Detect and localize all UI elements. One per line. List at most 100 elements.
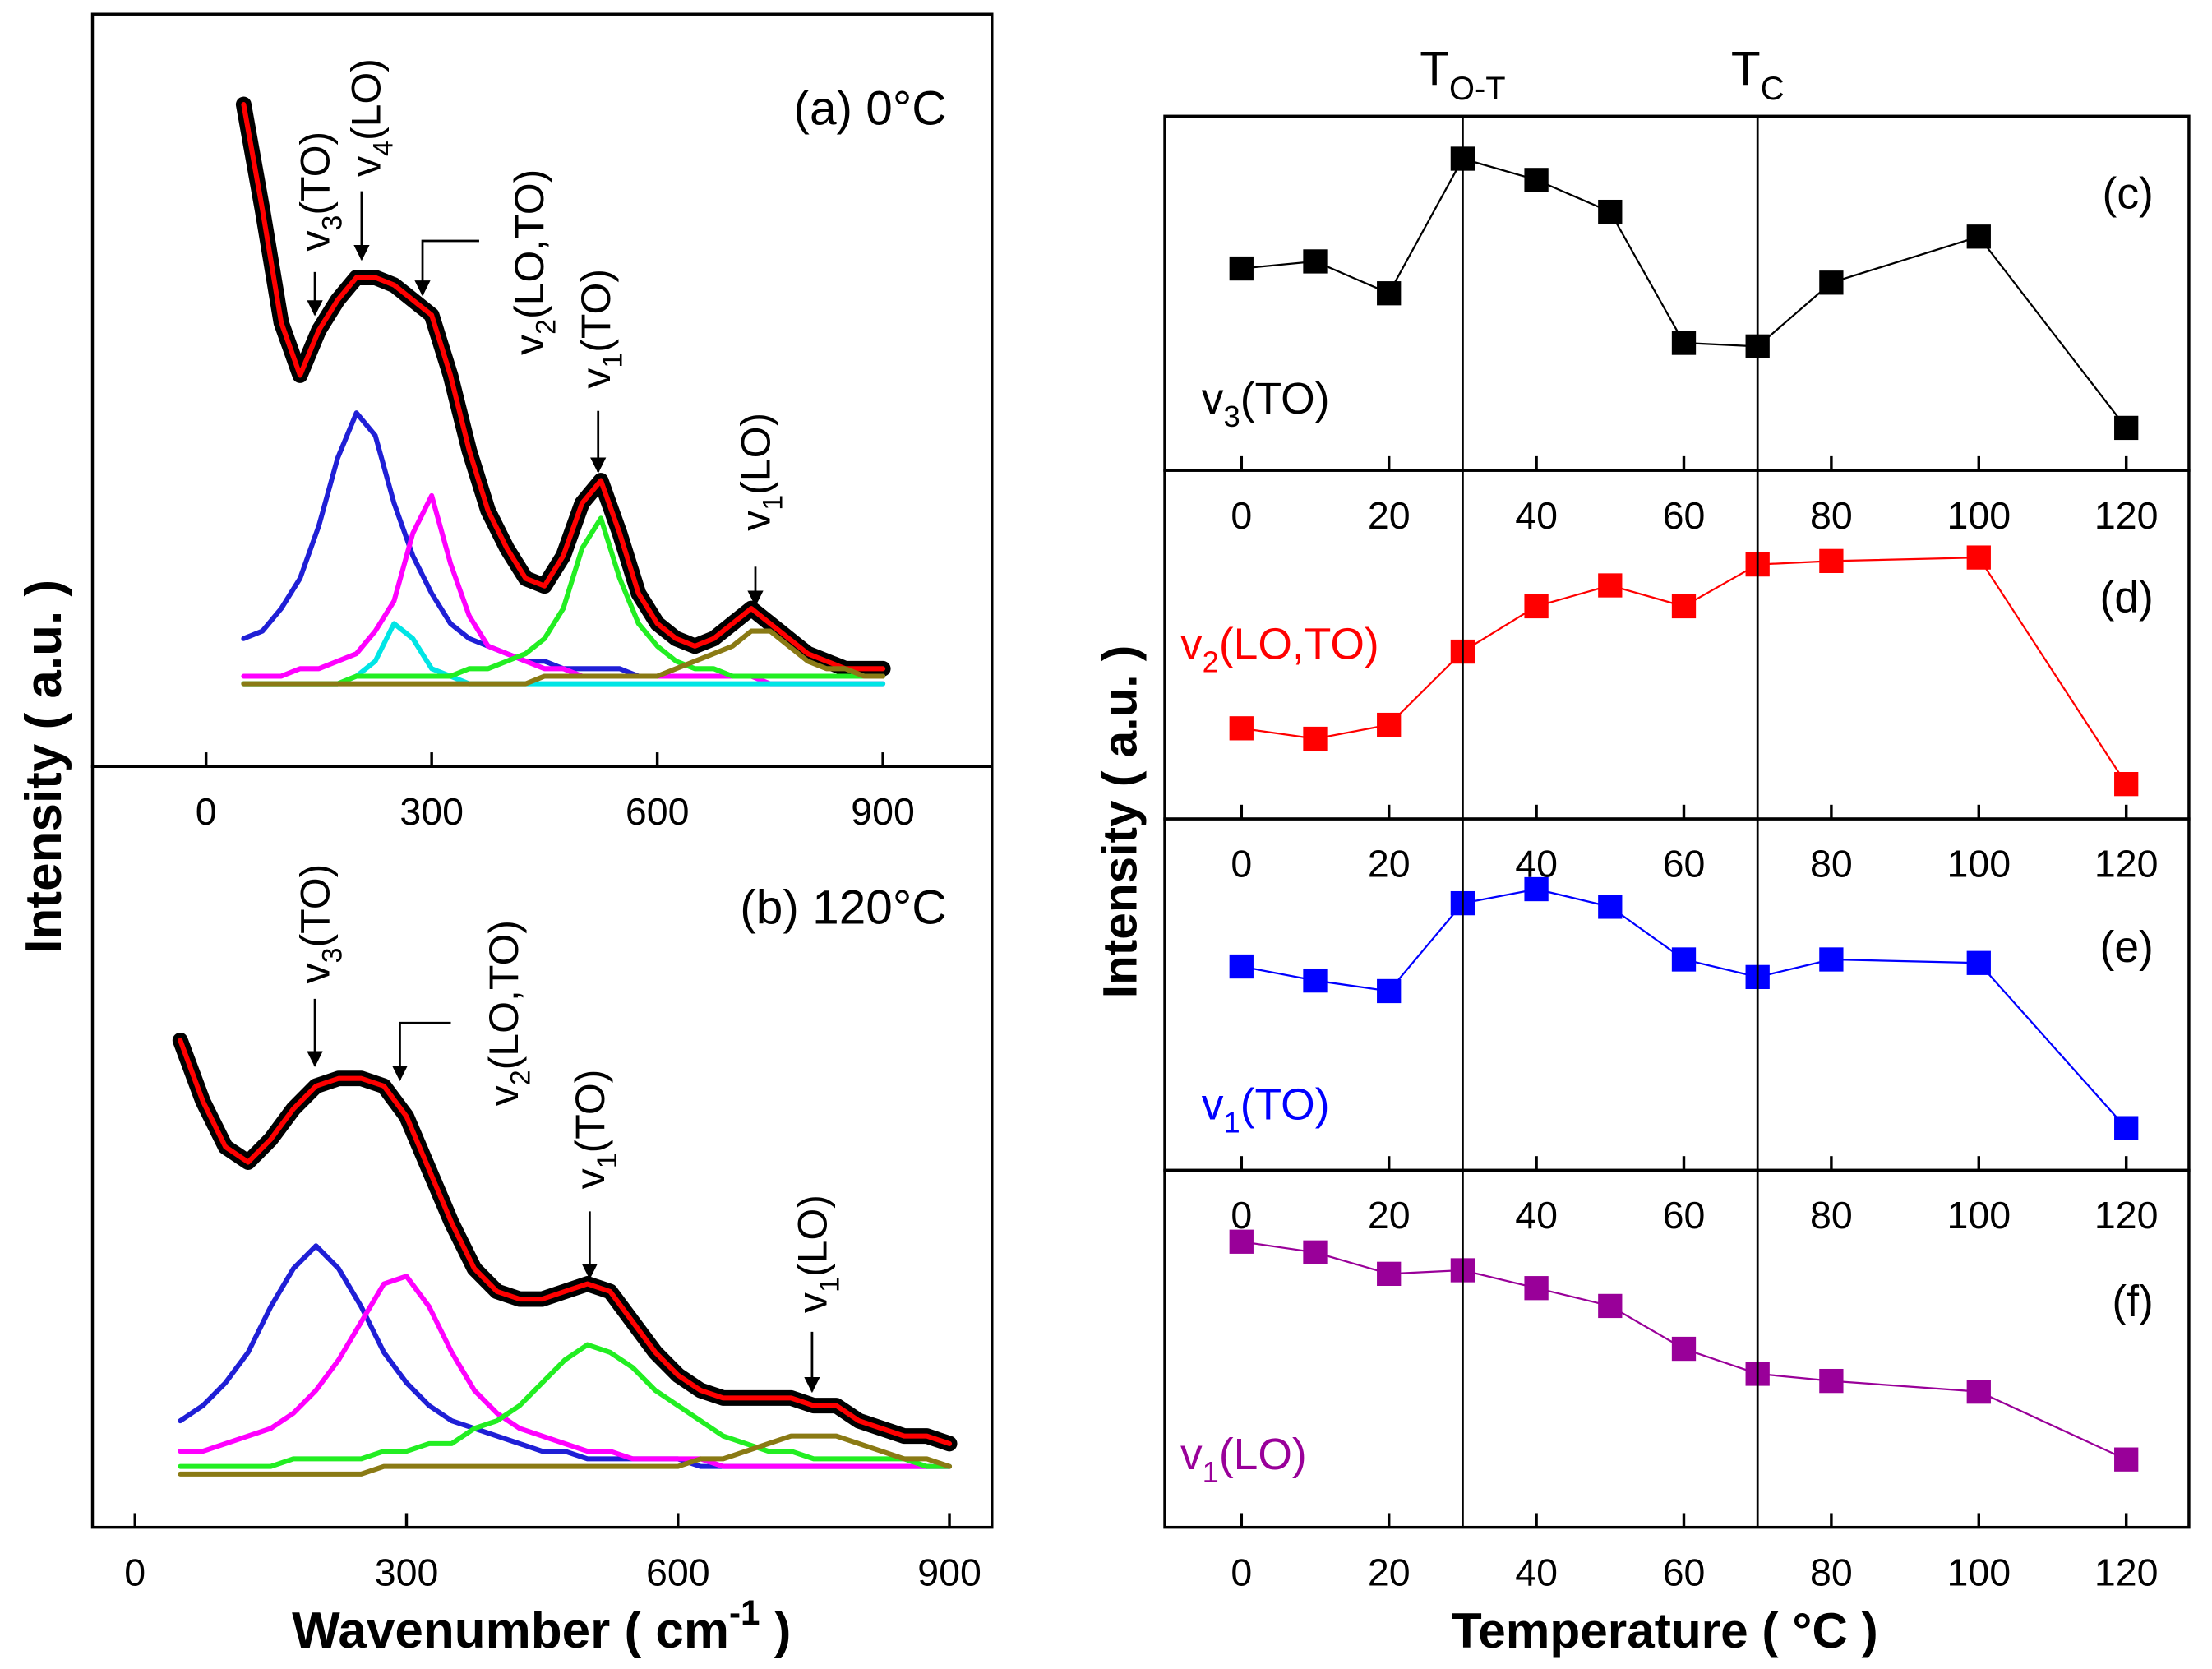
label-part: (TO) (1240, 1080, 1330, 1129)
x-tick-label: 100 (1946, 843, 2011, 885)
x-tick-label: 20 (1368, 1551, 1411, 1593)
x-tick-label: 0 (1231, 1551, 1252, 1593)
data-point (1524, 168, 1549, 192)
label-part: (LO,TO) (506, 169, 552, 319)
x-tick-label: 0 (196, 790, 217, 833)
peak-label: v1(TO) (573, 269, 629, 389)
label-part: T (1420, 42, 1449, 95)
label-part: v (1180, 1431, 1203, 1479)
data-point (1819, 270, 1844, 295)
data-point (1819, 947, 1844, 972)
peak-label: v2(LO,TO) (506, 169, 562, 355)
label-part: 1 (598, 353, 629, 368)
label-part: 1 (1203, 1455, 1219, 1489)
series-label: v2(LO,TO) (1180, 620, 1379, 678)
label-part: v (573, 368, 619, 389)
label-part: O-T (1449, 71, 1506, 107)
label-part: 3 (317, 948, 349, 964)
label-part: v (293, 963, 339, 983)
data-point (1671, 1336, 1697, 1362)
data-point (1377, 978, 1402, 1004)
data-point (1303, 968, 1328, 993)
x-tick-label: 100 (1946, 1194, 2011, 1237)
x-tick-label: 80 (1810, 1551, 1853, 1593)
data-point (1524, 594, 1549, 619)
data-point (1966, 1380, 1991, 1404)
label-part: v (1202, 375, 1224, 423)
x-tick-label: 120 (2094, 494, 2159, 537)
label-part: T (1731, 42, 1761, 95)
spectrum-line (178, 1342, 953, 1469)
spectrum-line (235, 96, 891, 677)
x-tick-label: 600 (646, 1551, 710, 1593)
data-point (2114, 1447, 2139, 1472)
label-part: v (1180, 620, 1203, 668)
data-point (1819, 1368, 1844, 1394)
label-part: 3 (1224, 400, 1240, 433)
x-tick-label: 900 (917, 1551, 981, 1593)
peak-label: v1(LO) (732, 413, 788, 531)
peak-label: v1(TO) (567, 1070, 623, 1190)
label-part: (LO) (344, 58, 390, 141)
label-part: (TO) (293, 132, 339, 215)
label-part: 2 (1203, 645, 1219, 678)
label-part: v (732, 511, 778, 531)
data-point (1598, 573, 1623, 598)
trend-line (1241, 888, 2127, 1129)
x-tick-label: 40 (1515, 494, 1558, 537)
data-point (2114, 415, 2139, 441)
label-part: -1 (729, 1593, 760, 1632)
data-point (1966, 545, 1991, 570)
x-tick-label: 100 (1946, 494, 2011, 537)
data-point (1229, 954, 1254, 979)
label-part: v (344, 156, 390, 177)
label-part: v (567, 1168, 613, 1189)
label-part: 4 (368, 141, 399, 156)
spectrum-line (178, 1274, 953, 1469)
data-point (1671, 594, 1697, 619)
data-point (1524, 876, 1549, 902)
peak-label: v1(LO) (789, 1195, 845, 1313)
data-point (1598, 895, 1623, 919)
data-point (1303, 1240, 1328, 1264)
x-tick-label: 80 (1810, 494, 1853, 537)
data-point (1524, 1276, 1549, 1301)
x-tick-label: 600 (626, 790, 690, 833)
trend-line (1241, 556, 2127, 785)
label-part: 1 (757, 495, 788, 511)
x-tick-label: 20 (1368, 494, 1411, 537)
label-part: v (506, 335, 552, 355)
transition-label: TC (1731, 42, 1785, 107)
data-point (1671, 947, 1697, 972)
label-part: (LO) (1219, 1431, 1307, 1479)
x-tick-label: 300 (375, 1551, 439, 1593)
x-tick-label: 80 (1810, 1194, 1853, 1237)
data-point (1966, 950, 1991, 975)
label-part: (LO) (789, 1195, 835, 1277)
label-part: 3 (317, 215, 349, 231)
peak-arrow (391, 1021, 451, 1082)
label-part: 1 (592, 1153, 623, 1168)
x-tick-label: 120 (2094, 1551, 2159, 1593)
panel-title: (e) (2100, 923, 2154, 972)
x-tick-label: 20 (1368, 843, 1411, 885)
label-part: Wavenumber ( cm (292, 1602, 729, 1659)
x-tick-label: 80 (1810, 843, 1853, 885)
x-tick-label: 0 (1231, 1194, 1252, 1237)
data-point (1229, 1229, 1254, 1254)
data-point (1229, 716, 1254, 741)
label-part: (LO,TO) (1219, 620, 1379, 668)
data-point (1229, 256, 1254, 281)
label-part: v (1202, 1080, 1224, 1129)
data-point (1377, 1261, 1402, 1286)
plot-frame (90, 765, 994, 1529)
x-tick-label: 60 (1663, 843, 1706, 885)
spectrum-line (241, 492, 886, 687)
x-axis-label: Temperature ( °C ) (1452, 1602, 1878, 1658)
data-point (2114, 1116, 2139, 1140)
peak-label: v3(TO) (293, 132, 349, 252)
series-label: v1(LO) (1180, 1431, 1307, 1489)
x-tick-label: 0 (1231, 843, 1252, 885)
y-axis-label: Intensity ( a.u. ) (1093, 645, 1147, 999)
label-part: (LO) (732, 413, 778, 495)
